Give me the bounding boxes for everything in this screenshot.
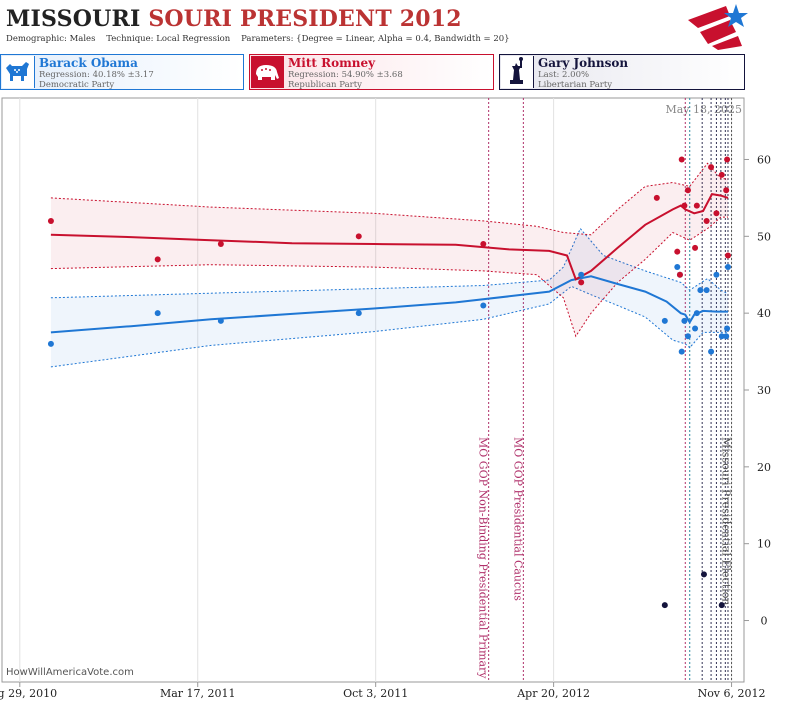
poll-point [713,210,720,217]
poll-point [480,241,487,247]
demographic-value: Males [69,34,96,44]
poll-point [708,164,715,171]
poll-point [480,302,487,309]
poll-point [674,264,681,271]
candidate-party: Democratic Party [39,80,115,90]
poll-point [718,602,725,609]
poll-point [684,187,691,194]
poll-point [708,348,715,355]
donkey-icon [2,56,35,88]
confidence-lower-line [50,216,728,338]
y-tick-label: 10 [757,538,771,551]
poll-point [661,317,668,324]
candidate-name: Barack Obama [39,56,138,70]
poll-point [723,187,730,194]
parameters-label: Parameters: [241,34,294,44]
current-date-label: May 18, 2025 [665,103,742,116]
site-logo-icon[interactable] [686,2,752,50]
title-rest: SOURI PRESIDENT 2012 [148,6,462,32]
event-label: Missouri Presidential Election [720,437,733,605]
site-credit: HowWillAmericaVote.com [6,667,134,678]
poll-point [724,156,731,163]
candidate-regression: Regression: 54.90% ±3.68 [288,70,403,80]
confidence-upper-line [50,162,728,236]
poll-point [355,310,362,317]
poll-point [661,602,668,609]
x-tick-label: Apr 20, 2012 [516,687,590,700]
parameters-value: {Degree = Linear, Alpha = 0.4, Bandwidth… [296,34,510,44]
poll-point [578,279,585,286]
confidence-band [50,228,728,367]
y-tick-label: 40 [757,307,771,320]
x-tick-label: Oct 3, 2011 [343,687,408,700]
poll-point [693,310,700,317]
poll-point [217,317,224,324]
confidence-lower-line [50,285,728,368]
title-state: MISSOURI [6,6,141,32]
poll-point [692,325,699,332]
candidate-johnson[interactable]: Gary Johnson Last: 2.00% Libertarian Par… [499,54,745,90]
event-label: MO GOP Non-Binding Presidential Primary [477,437,490,679]
poll-point [718,171,725,178]
technique-value: Local Regression [156,34,231,44]
poll-point [700,571,707,578]
confidence-band [50,163,728,337]
poll-point [718,333,725,340]
poll-point [355,233,362,240]
candidate-last: Last: 2.00% [538,70,590,80]
event-label: MO GOP Presidential Caucus [511,437,524,601]
poll-point [693,202,700,209]
trend-line [50,192,729,281]
x-tick-label: Mar 17, 2011 [160,687,236,700]
elephant-icon [251,56,284,88]
poll-point [703,287,710,294]
x-tick-label: Aug 29, 2010 [0,687,57,700]
candidate-party: Republican Party [288,80,362,90]
technique-label: Technique: [106,34,154,44]
poll-point [703,217,710,224]
poll-point [681,317,688,324]
poll-point [713,271,720,278]
y-tick-label: 0 [761,615,768,628]
candidate-regression: Regression: 40.18% ±3.17 [39,70,154,80]
demographic-label: Demographic: [6,34,67,44]
candidate-name: Gary Johnson [538,56,629,70]
page-title: MISSOURI SOURI PRESIDENT 2012 [6,6,462,32]
poll-point [723,333,730,340]
candidate-name: Mitt Romney [288,56,376,70]
poll-point [697,287,704,294]
statue-of-liberty-icon [501,56,534,88]
poll-point [678,156,685,163]
y-tick-label: 20 [757,461,771,474]
poll-point [47,340,54,347]
poll-point [724,325,731,332]
poll-point [724,252,731,259]
poll-point [653,194,660,201]
poll-point [676,271,683,278]
candidate-party: Libertarian Party [538,80,613,90]
poll-chart: Aug 29, 2010 Mar 17, 2011 Oct 3, 2011 Apr 2… [0,97,771,700]
poll-point [684,333,691,340]
y-tick-label: 30 [757,384,771,397]
plot-frame [1,97,745,683]
chart-parameters: Demographic: Males Technique: Local Regr… [6,34,510,44]
poll-point [154,310,161,317]
poll-point [678,348,685,355]
candidate-romney[interactable]: Mitt Romney Regression: 54.90% ±3.68 Rep… [249,54,494,90]
y-tick-label: 50 [757,230,771,243]
poll-point [674,248,681,255]
confidence-upper-line [50,227,729,299]
trend-line [50,275,728,334]
poll-point [47,217,54,224]
y-tick-label: 60 [757,153,771,166]
poll-point [692,244,699,251]
poll-point [681,202,688,209]
x-tick-label: Nov 6, 2012 [698,687,766,700]
poll-point [217,241,224,247]
poll-point [724,264,731,271]
poll-point [578,271,585,278]
poll-point [154,256,161,263]
candidate-obama[interactable]: Barack Obama Regression: 40.18% ±3.17 De… [0,54,244,90]
